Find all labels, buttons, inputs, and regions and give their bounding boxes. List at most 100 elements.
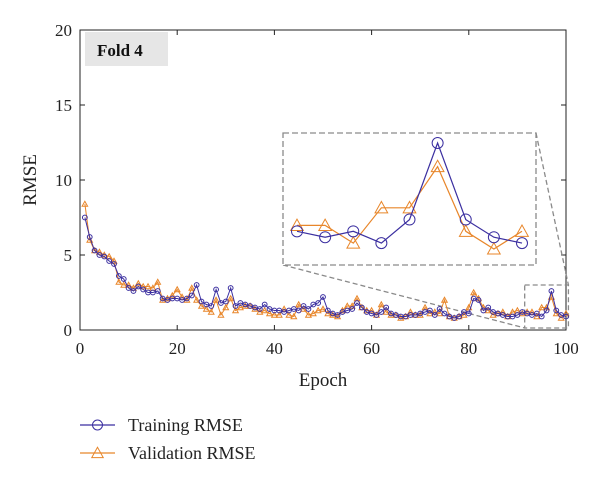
y-tick-label: 10 bbox=[55, 171, 72, 190]
data-point bbox=[101, 253, 108, 260]
inset-series-line bbox=[296, 141, 523, 244]
data-point bbox=[548, 288, 555, 294]
data-point bbox=[295, 307, 302, 314]
data-point bbox=[426, 309, 434, 317]
inset-data-point bbox=[319, 231, 332, 244]
data-point bbox=[533, 312, 541, 320]
data-point bbox=[110, 257, 118, 264]
series-training bbox=[81, 214, 569, 321]
data-point bbox=[514, 312, 521, 318]
data-point bbox=[285, 311, 293, 318]
data-point bbox=[168, 291, 176, 299]
data-point bbox=[314, 306, 322, 314]
inset-data-point bbox=[374, 200, 389, 214]
data-point bbox=[349, 306, 356, 312]
inset-data-point bbox=[317, 218, 333, 232]
data-point bbox=[475, 297, 482, 303]
inset-data-point bbox=[430, 159, 445, 173]
data-point bbox=[305, 306, 312, 312]
data-point bbox=[441, 310, 448, 317]
data-point bbox=[431, 312, 438, 318]
data-point bbox=[382, 308, 390, 315]
data-point bbox=[348, 302, 356, 309]
data-point bbox=[528, 308, 536, 315]
data-point bbox=[315, 300, 322, 306]
data-point bbox=[309, 309, 317, 317]
zoom-connector-right bbox=[535, 132, 570, 286]
series-layer bbox=[81, 200, 570, 321]
data-point bbox=[212, 296, 220, 303]
legend-marker bbox=[92, 419, 103, 431]
data-point bbox=[387, 311, 395, 318]
data-point bbox=[431, 308, 439, 315]
inset-data-point bbox=[347, 225, 360, 238]
data-point bbox=[173, 285, 181, 293]
data-point bbox=[213, 286, 219, 293]
inset-data-point bbox=[403, 213, 416, 226]
data-point bbox=[358, 304, 365, 311]
data-point bbox=[241, 302, 249, 309]
data-point bbox=[333, 312, 342, 320]
inset-data-point bbox=[514, 223, 530, 237]
x-tick-label: 40 bbox=[266, 339, 283, 358]
data-point bbox=[383, 304, 390, 311]
data-point bbox=[135, 283, 142, 290]
data-point bbox=[81, 200, 89, 207]
data-point bbox=[304, 311, 313, 318]
data-point bbox=[460, 311, 468, 318]
data-point bbox=[470, 288, 478, 296]
x-tick-label: 80 bbox=[460, 339, 477, 358]
inset-data-point bbox=[516, 237, 528, 250]
data-point bbox=[236, 303, 244, 311]
data-point bbox=[299, 305, 308, 312]
inset-data-point bbox=[431, 137, 444, 149]
data-point bbox=[373, 312, 380, 318]
data-point bbox=[251, 305, 259, 312]
inset-data-point bbox=[291, 225, 303, 238]
data-point bbox=[140, 286, 147, 293]
data-point bbox=[227, 285, 234, 291]
x-tick-label: 0 bbox=[76, 339, 85, 358]
data-point bbox=[377, 300, 385, 308]
inset-data-point bbox=[289, 218, 305, 232]
data-point bbox=[265, 309, 274, 317]
data-point bbox=[222, 298, 229, 305]
data-point bbox=[256, 306, 263, 312]
x-tick-label: 60 bbox=[363, 339, 380, 358]
y-axis-label: RMSE bbox=[20, 154, 41, 206]
data-point bbox=[261, 301, 268, 308]
data-point bbox=[557, 314, 565, 321]
inset-data-point bbox=[375, 237, 388, 250]
data-point bbox=[329, 311, 337, 318]
data-point bbox=[207, 308, 215, 315]
legend: Training RMSE Validation RMSE bbox=[80, 415, 256, 463]
data-point bbox=[81, 214, 88, 221]
legend-item-validation: Validation RMSE bbox=[80, 443, 256, 463]
data-point bbox=[538, 303, 546, 311]
data-point bbox=[440, 296, 449, 303]
data-point bbox=[354, 300, 360, 306]
data-point bbox=[465, 303, 473, 311]
data-point bbox=[416, 311, 424, 318]
data-point bbox=[484, 306, 492, 314]
data-point bbox=[319, 305, 327, 312]
data-point bbox=[193, 282, 200, 288]
zoom-connector-left bbox=[282, 264, 525, 329]
inset-data-point bbox=[402, 200, 417, 214]
data-point bbox=[106, 258, 113, 264]
data-point bbox=[227, 294, 235, 302]
inset-series-line bbox=[297, 165, 523, 250]
data-point bbox=[320, 294, 326, 300]
data-point bbox=[202, 305, 210, 312]
data-point bbox=[324, 307, 331, 314]
data-point bbox=[378, 309, 385, 315]
data-point bbox=[261, 306, 269, 314]
legend-item-training: Training RMSE bbox=[80, 415, 243, 435]
data-point bbox=[144, 282, 152, 290]
data-point bbox=[290, 312, 298, 320]
inset-series-validation bbox=[289, 159, 530, 255]
data-point bbox=[232, 303, 239, 309]
data-point bbox=[553, 307, 560, 314]
data-point bbox=[193, 296, 201, 303]
data-point bbox=[188, 292, 195, 299]
